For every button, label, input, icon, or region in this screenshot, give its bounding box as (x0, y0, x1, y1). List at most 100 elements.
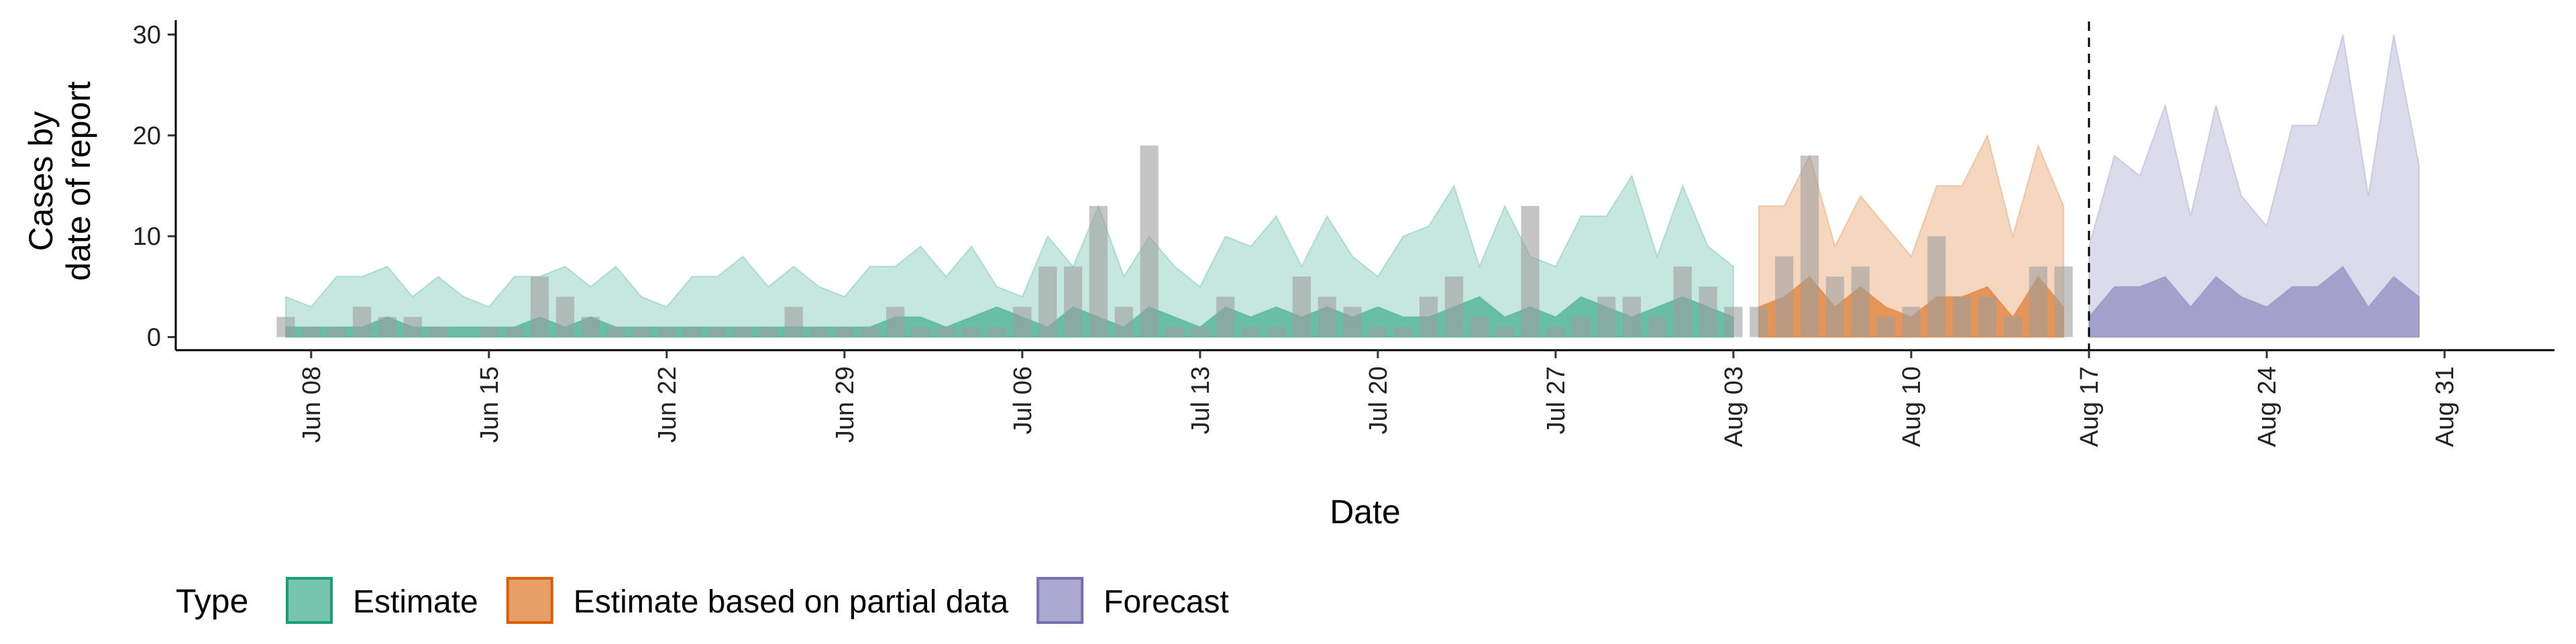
bar (1927, 236, 1946, 337)
bar (1089, 206, 1108, 337)
bar (1394, 327, 1413, 337)
legend-swatch (1036, 577, 1084, 624)
legend-swatch (506, 577, 553, 624)
bar (1191, 327, 1210, 337)
x-axis-title: Date (1330, 493, 1401, 531)
bar (810, 327, 828, 337)
bar (1216, 297, 1235, 337)
bar (1470, 317, 1489, 337)
x-tick-label: Aug 24 (2253, 366, 2282, 447)
bar (1699, 286, 1717, 337)
x-tick-label: Jun 15 (476, 366, 504, 443)
bar (505, 327, 524, 337)
x-tick-label: Jul 20 (1364, 366, 1393, 434)
bar (327, 327, 346, 337)
x-tick-label: Jul 06 (1009, 366, 1037, 434)
bar (1318, 297, 1336, 337)
bar (1876, 317, 1895, 337)
bar (1013, 307, 1032, 337)
bar (1368, 327, 1387, 337)
bar (1292, 276, 1311, 337)
bar (1114, 307, 1133, 337)
y-tick-label: 0 (147, 323, 161, 352)
x-tick-label: Jun 22 (653, 366, 682, 443)
bar (1622, 297, 1642, 337)
bar (581, 317, 600, 337)
bar (1063, 266, 1083, 337)
bar (530, 276, 549, 337)
bar (759, 327, 777, 337)
y-axis-title: Cases by (22, 111, 60, 251)
bar (2054, 266, 2073, 337)
bar (962, 327, 981, 337)
bar (378, 317, 397, 337)
estimate-band (2088, 265, 2420, 338)
bar (480, 327, 498, 337)
bar (429, 327, 447, 337)
bar (1241, 327, 1260, 337)
bar (276, 317, 295, 337)
bar (1825, 276, 1845, 337)
legend-label: Estimate based on partial data (574, 584, 1009, 620)
bar (1419, 297, 1438, 337)
bar (1572, 317, 1591, 337)
x-tick-label: Aug 17 (2076, 366, 2104, 447)
x-tick-label: Aug 10 (1898, 366, 1926, 447)
bar (1750, 307, 1768, 337)
legend-label: Estimate (353, 584, 478, 620)
bar (1343, 307, 1362, 337)
bar (1978, 297, 1997, 337)
bar (784, 307, 803, 337)
x-tick-label: Jun 29 (831, 366, 859, 443)
bar (352, 307, 372, 337)
bar (606, 327, 625, 337)
bar (861, 327, 879, 337)
y-tick-label: 30 (133, 21, 161, 50)
x-tick-label: Aug 03 (1720, 366, 1748, 447)
bar (987, 327, 1006, 337)
upper-band (2088, 34, 2420, 338)
legend-swatch (286, 577, 333, 624)
bar (403, 317, 422, 337)
x-tick-label: Jun 08 (298, 366, 326, 443)
y-tick-label: 20 (133, 122, 161, 150)
bar (1521, 206, 1540, 337)
bar (302, 327, 321, 337)
bar (708, 327, 727, 337)
y-tick-label: 10 (133, 223, 161, 251)
bar (1953, 297, 1972, 337)
bar (733, 327, 753, 337)
x-tick-label: Aug 31 (2431, 366, 2459, 447)
bar (1165, 327, 1184, 337)
bar (1495, 327, 1514, 337)
bar (1851, 266, 1870, 337)
bar (1597, 297, 1616, 337)
bar (1724, 307, 1743, 337)
y-axis-title: date of report (60, 81, 97, 281)
bar (835, 327, 854, 337)
bar (2003, 317, 2023, 337)
bar (1775, 256, 1794, 337)
bar (657, 327, 676, 337)
bar (2029, 266, 2047, 337)
bar (555, 297, 575, 337)
bar (1038, 266, 1057, 337)
bar (683, 327, 702, 337)
bar (1648, 317, 1667, 337)
bar (632, 327, 651, 337)
bar (1546, 327, 1565, 337)
bar (885, 307, 905, 337)
bar (1902, 307, 1921, 337)
bar (1267, 327, 1286, 337)
bar (1673, 266, 1692, 337)
x-tick-label: Jul 27 (1542, 366, 1570, 434)
bar (1140, 145, 1159, 337)
bar (1800, 155, 1819, 337)
bar (1444, 276, 1464, 337)
legend-title: Type (176, 582, 248, 620)
bar (936, 327, 955, 337)
bar (911, 327, 930, 337)
x-tick-label: Jul 13 (1187, 366, 1215, 434)
